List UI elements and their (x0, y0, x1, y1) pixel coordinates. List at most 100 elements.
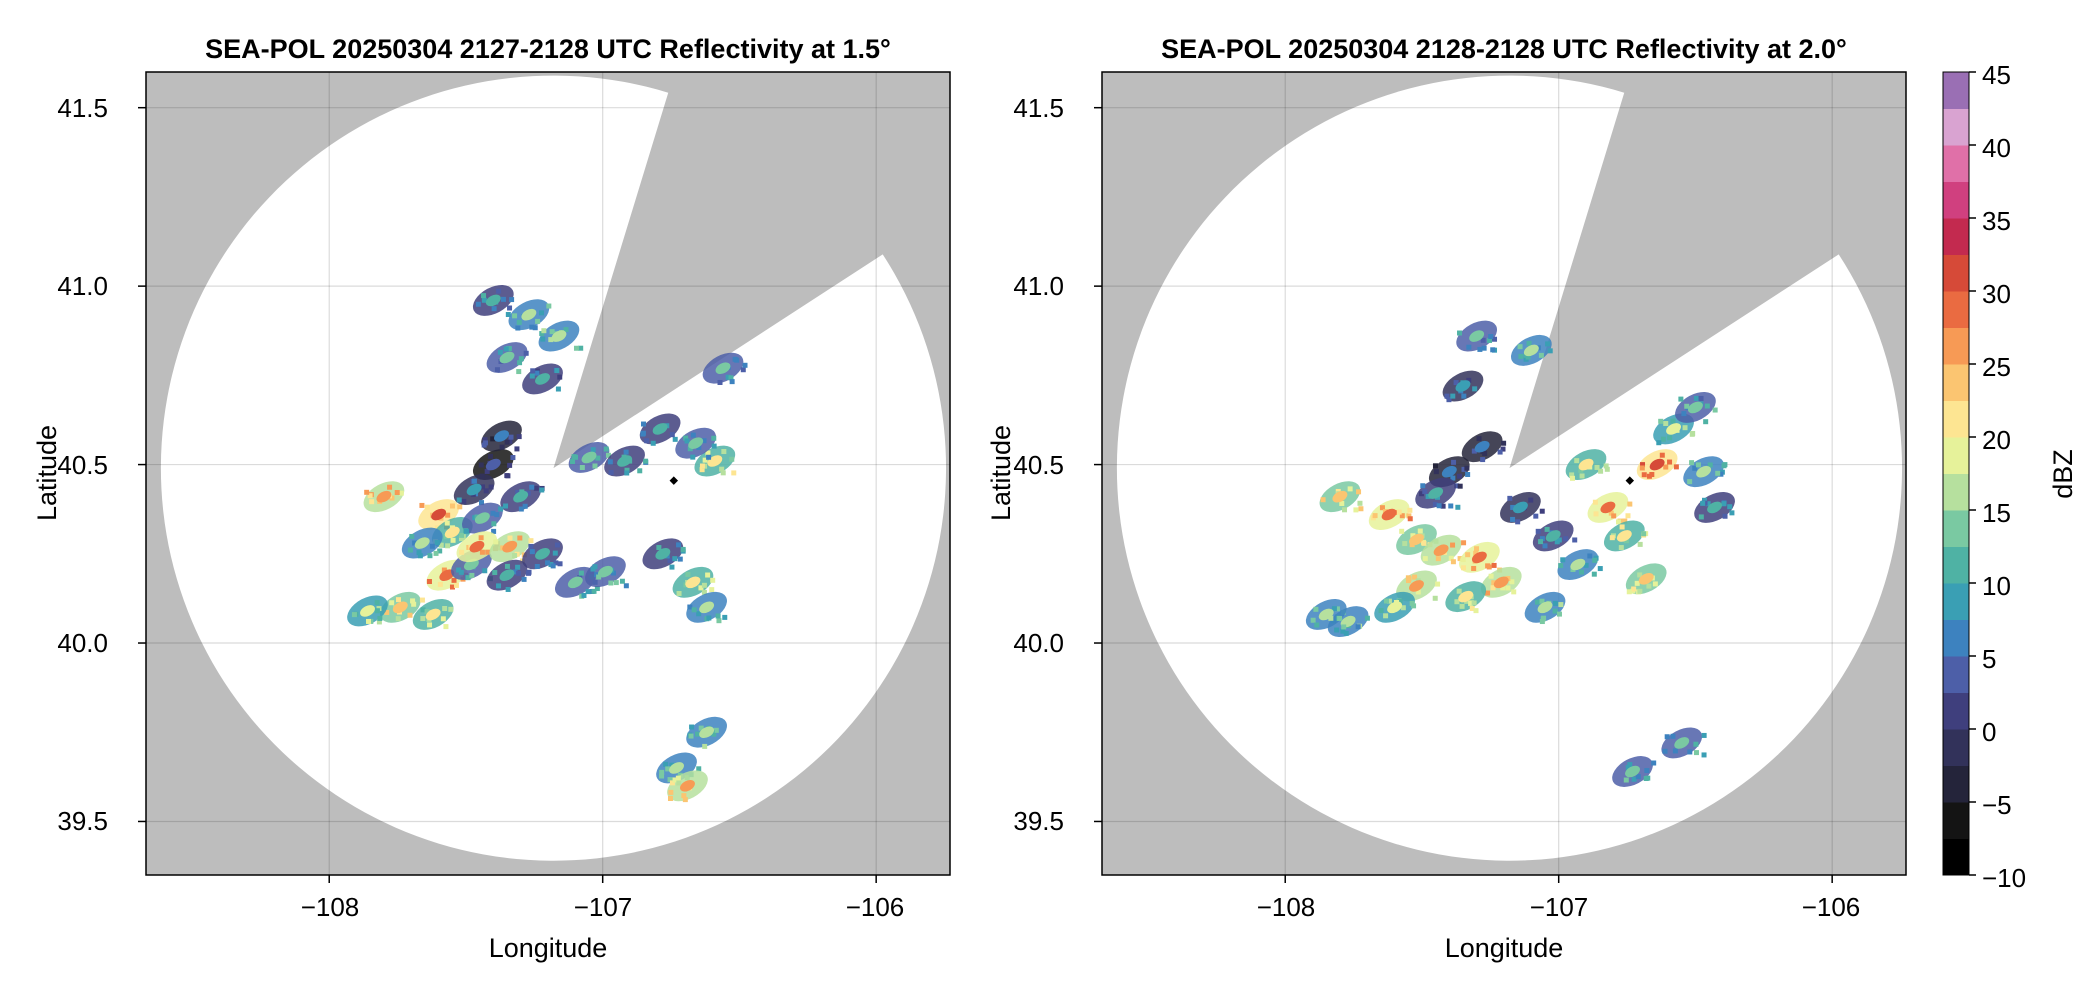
reflectivity-pixel (699, 463, 705, 469)
reflectivity-pixel (1569, 475, 1575, 481)
reflectivity-pixel (1347, 486, 1353, 492)
reflectivity-pixel (516, 319, 522, 325)
reflectivity-pixel (1533, 513, 1539, 519)
reflectivity-pixel (1492, 336, 1498, 342)
right-x-axis-label: Longitude (1445, 933, 1564, 963)
reflectivity-pixel (1331, 606, 1337, 612)
reflectivity-core (680, 779, 695, 792)
reflectivity-pixel (1446, 397, 1452, 403)
reflectivity-core (1433, 544, 1449, 557)
reflectivity-pixel (711, 443, 717, 449)
reflectivity-pixel (669, 780, 675, 786)
reflectivity-pixel (581, 592, 587, 598)
reflectivity-core (1381, 508, 1397, 521)
reflectivity-pixel (515, 325, 521, 331)
reflectivity-pixel (623, 583, 629, 589)
reflectivity-pixel (1667, 435, 1673, 441)
right-marker (1625, 476, 1635, 485)
reflectivity-pixel (409, 533, 415, 539)
reflectivity-pixel (1407, 507, 1413, 513)
reflectivity-pixel (1490, 585, 1496, 591)
reflectivity-pixel (742, 362, 748, 368)
reflectivity-pixel (706, 454, 712, 460)
reflectivity-pixel (669, 432, 675, 438)
reflectivity-pixel (1314, 622, 1320, 628)
reflectivity-pixel (1474, 546, 1480, 552)
reflectivity-pixel (1687, 749, 1693, 755)
colorbar-tick-label: 25 (1982, 352, 2011, 382)
reflectivity-pixel (488, 484, 494, 490)
reflectivity-pixel (1641, 472, 1647, 478)
reflectivity-pixel (656, 545, 662, 551)
reflectivity-pixel (518, 356, 524, 362)
reflectivity-pixel (516, 369, 522, 375)
colorbar-tick-label: 15 (1982, 498, 2011, 528)
reflectivity-pixel (483, 488, 489, 494)
reflectivity-pixel (713, 727, 719, 733)
left-x-axis-label: Longitude (489, 933, 608, 963)
reflectivity-pixel (720, 470, 726, 476)
reflectivity-pixel (420, 616, 426, 622)
reflectivity-pixel (696, 766, 702, 772)
reflectivity-pixel (663, 761, 669, 767)
reflectivity-pixel (1461, 540, 1467, 546)
reflectivity-core (513, 490, 529, 503)
reflectivity-pixel (1623, 538, 1629, 544)
left-marker (669, 476, 679, 485)
reflectivity-pixel (641, 421, 647, 427)
reflectivity-pixel (1511, 589, 1517, 595)
reflectivity-pixel (1480, 337, 1486, 343)
reflectivity-pixel (1461, 466, 1467, 472)
reflectivity-pixel (731, 470, 737, 476)
reflectivity-pixel (579, 464, 585, 470)
reflectivity-pixel (1465, 552, 1471, 558)
right-chart-title: SEA-POL 20250304 2128-2128 UTC Reflectiv… (1161, 34, 1847, 64)
reflectivity-pixel (553, 560, 559, 566)
reflectivity-pixel (1625, 513, 1631, 519)
reflectivity-pixel (557, 561, 563, 567)
reflectivity-pixel (696, 611, 702, 617)
reflectivity-core (1696, 465, 1712, 478)
reflectivity-pixel (698, 725, 704, 731)
right-ytick-label: 41.0 (1013, 271, 1064, 301)
colorbar-label: dBZ (2048, 449, 2078, 499)
reflectivity-pixel (1497, 449, 1503, 455)
reflectivity-pixel (725, 374, 731, 380)
colorbar-segment (1943, 108, 1969, 146)
reflectivity-pixel (1712, 407, 1718, 413)
colorbar-tick-label: 35 (1982, 206, 2011, 236)
reflectivity-pixel (503, 503, 509, 509)
colorbar-segment (1943, 327, 1969, 365)
reflectivity-pixel (366, 618, 372, 624)
colorbar-segment (1943, 765, 1969, 803)
reflectivity-pixel (1453, 380, 1459, 386)
reflectivity-core (1474, 440, 1490, 453)
reflectivity-pixel (1491, 562, 1497, 568)
reflectivity-core (685, 576, 701, 589)
reflectivity-pixel (1481, 345, 1487, 351)
reflectivity-pixel (459, 549, 465, 555)
reflectivity-pixel (1670, 418, 1676, 424)
reflectivity-core (597, 565, 613, 578)
reflectivity-pixel (1593, 511, 1599, 517)
reflectivity-pixel (1635, 774, 1641, 780)
reflectivity-pixel (1415, 589, 1421, 595)
reflectivity-pixel (505, 312, 511, 318)
reflectivity-pixel (522, 503, 528, 509)
reflectivity-pixel (389, 495, 395, 501)
colorbar-segment (1943, 72, 1969, 109)
reflectivity-pixel (1528, 497, 1534, 503)
reflectivity-pixel (710, 577, 716, 583)
reflectivity-pixel (1587, 553, 1593, 559)
reflectivity-pixel (478, 535, 484, 541)
reflectivity-pixel (623, 449, 629, 455)
reflectivity-pixel (1583, 562, 1589, 568)
reflectivity-pixel (1471, 565, 1477, 571)
left-ytick-label: 41.5 (57, 93, 108, 123)
reflectivity-pixel (1578, 467, 1584, 473)
reflectivity-pixel (1472, 386, 1478, 392)
reflectivity-pixel (1682, 425, 1688, 431)
reflectivity-core (502, 540, 518, 553)
reflectivity-pixel (1379, 505, 1385, 511)
reflectivity-pixel (448, 606, 454, 612)
